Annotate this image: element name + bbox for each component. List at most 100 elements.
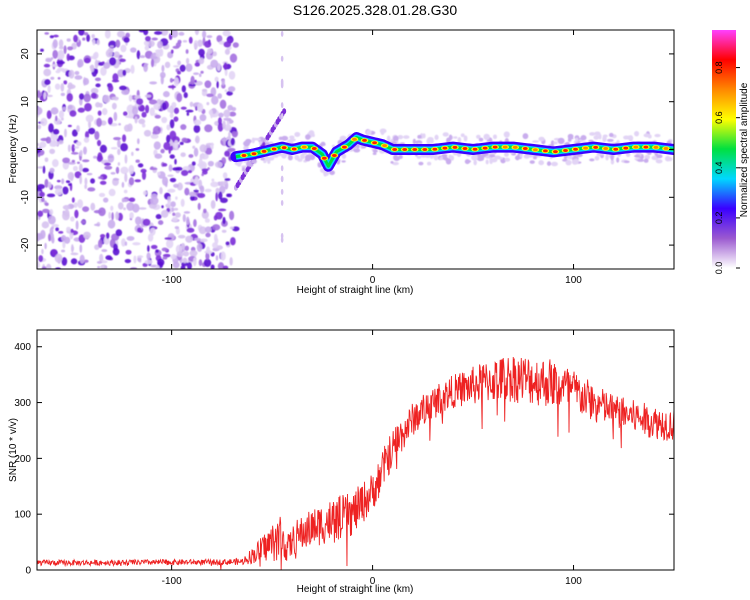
halo-blob bbox=[329, 170, 335, 176]
noise-blob bbox=[116, 30, 125, 38]
noise-blob bbox=[177, 70, 181, 75]
noise-blob bbox=[136, 255, 144, 259]
noise-blob bbox=[204, 80, 212, 89]
noise-blob bbox=[229, 210, 235, 221]
noise-blob bbox=[73, 202, 78, 208]
halo-blob bbox=[424, 154, 431, 159]
noise-blob bbox=[192, 257, 197, 267]
noise-blob bbox=[52, 128, 60, 135]
halo-blob bbox=[393, 156, 400, 162]
noise-blob bbox=[177, 234, 186, 239]
noise-blob bbox=[90, 202, 96, 211]
noise-blob bbox=[207, 48, 213, 54]
noise-blob bbox=[217, 208, 227, 212]
noise-blob bbox=[153, 141, 161, 150]
ridge-peak-core bbox=[583, 146, 588, 150]
noise-blob bbox=[104, 30, 111, 39]
halo-blob bbox=[278, 136, 283, 141]
halo-blob bbox=[258, 141, 263, 146]
halo-blob bbox=[263, 160, 267, 164]
halo-blob bbox=[433, 154, 439, 161]
noise-blob bbox=[71, 197, 75, 203]
halo-blob bbox=[489, 158, 493, 165]
halo-blob bbox=[417, 134, 422, 139]
halo-blob bbox=[485, 159, 489, 165]
halo-blob bbox=[287, 154, 293, 161]
noise-blob bbox=[160, 148, 165, 154]
snr-ylabel: SNR (10 * v/v) bbox=[8, 418, 19, 482]
noise-blob bbox=[60, 92, 66, 97]
noise-blob bbox=[135, 148, 140, 151]
halo-blob bbox=[492, 134, 498, 140]
halo-blob bbox=[602, 134, 608, 138]
noise-blob bbox=[204, 40, 212, 48]
noise-blob bbox=[138, 207, 147, 210]
noise-blob bbox=[62, 157, 70, 164]
y-tick-label: 300 bbox=[14, 398, 31, 409]
noise-blob bbox=[62, 106, 67, 111]
noise-blob bbox=[82, 167, 89, 173]
halo-blob bbox=[634, 130, 640, 137]
noise-blob bbox=[74, 209, 79, 219]
noise-blob bbox=[46, 110, 52, 120]
noise-blob bbox=[150, 58, 155, 68]
noise-blob bbox=[117, 148, 121, 156]
noise-blob bbox=[193, 147, 199, 157]
noise-blob bbox=[204, 188, 212, 193]
halo-blob bbox=[294, 154, 300, 161]
halo-blob bbox=[610, 159, 615, 165]
halo-blob bbox=[478, 137, 484, 142]
noise-blob bbox=[215, 192, 218, 202]
noise-blob bbox=[223, 136, 226, 147]
noise-blob bbox=[185, 63, 193, 72]
noise-blob bbox=[183, 251, 190, 257]
noise-blob bbox=[194, 237, 202, 241]
ridge-peak-core bbox=[402, 148, 408, 151]
noise-blob bbox=[136, 50, 141, 60]
noise-blob bbox=[150, 244, 158, 250]
noise-blob bbox=[90, 178, 96, 184]
noise-blob bbox=[88, 127, 96, 135]
noise-blob bbox=[145, 35, 151, 42]
noise-blob bbox=[83, 137, 90, 143]
noise-blob bbox=[110, 172, 116, 175]
noise-blob bbox=[53, 34, 59, 38]
noise-blob bbox=[102, 174, 108, 180]
halo-blob bbox=[426, 138, 431, 144]
noise-blob bbox=[115, 166, 120, 174]
noise-blob bbox=[92, 39, 96, 46]
halo-blob bbox=[551, 161, 558, 167]
halo-blob bbox=[320, 141, 326, 147]
noise-blob bbox=[193, 124, 201, 133]
noise-blob bbox=[142, 262, 148, 267]
noise-blob bbox=[154, 114, 161, 119]
noise-blob bbox=[143, 190, 148, 196]
noise-blob bbox=[169, 112, 174, 119]
noise-blob bbox=[77, 107, 85, 113]
noise-blob bbox=[128, 177, 135, 186]
y-tick-label: 0 bbox=[20, 146, 31, 152]
noise-blob bbox=[141, 123, 146, 128]
ridge-peak-core bbox=[643, 145, 649, 149]
artifact-blob bbox=[280, 55, 284, 62]
noise-blob bbox=[202, 30, 207, 39]
ridge-peak-core bbox=[281, 146, 287, 150]
noise-blob bbox=[231, 106, 237, 112]
halo-blob bbox=[289, 135, 295, 139]
halo-blob bbox=[503, 131, 510, 138]
snr-line bbox=[37, 356, 674, 570]
noise-blob bbox=[161, 205, 164, 209]
halo-blob bbox=[476, 134, 481, 139]
halo-blob bbox=[504, 157, 511, 162]
noise-blob bbox=[40, 197, 45, 203]
noise-blob bbox=[216, 35, 223, 43]
noise-blob bbox=[223, 62, 228, 71]
noise-blob bbox=[45, 263, 52, 269]
noise-blob bbox=[113, 111, 118, 122]
noise-blob bbox=[123, 189, 128, 194]
halo-blob bbox=[593, 135, 600, 140]
noise-blob bbox=[110, 205, 114, 211]
noise-blob bbox=[161, 247, 168, 252]
noise-blob bbox=[115, 39, 121, 48]
